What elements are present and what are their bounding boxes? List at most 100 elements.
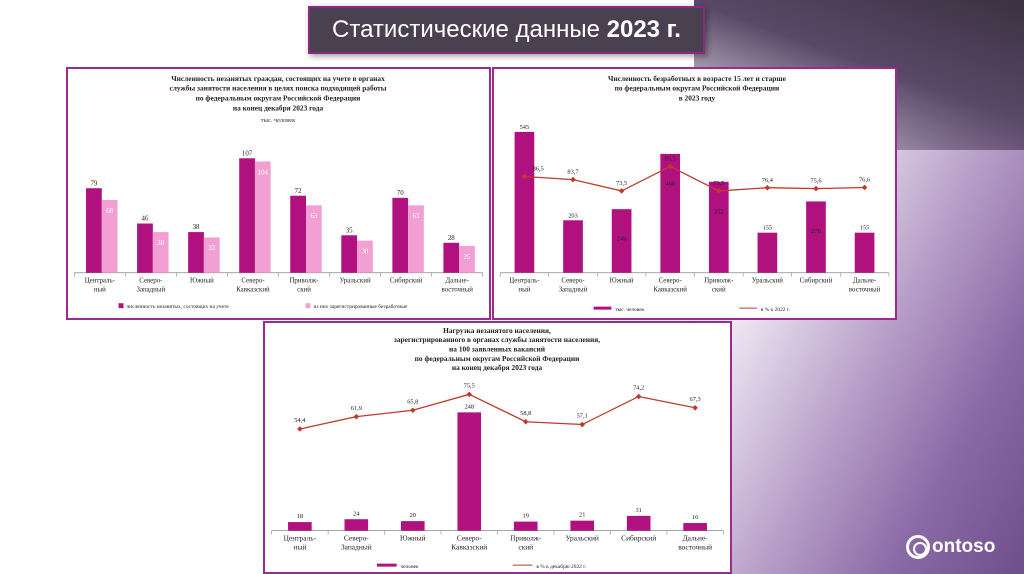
line-value-label: 57,1 <box>577 413 588 420</box>
series-line <box>524 165 865 192</box>
category-label: Дальне- <box>853 278 877 285</box>
line-point <box>522 418 529 425</box>
category-label: восточный <box>849 286 881 293</box>
category-label: Дальне- <box>445 278 469 285</box>
bar <box>392 197 409 273</box>
bar <box>288 522 312 531</box>
contoso-logo-icon <box>906 535 930 559</box>
bar-value-label: 63 <box>310 213 317 220</box>
bar <box>611 209 632 273</box>
bar <box>152 232 169 273</box>
line-value-label: 54,4 <box>294 417 306 424</box>
legend-label: численность незанятых, состоящих на учет… <box>126 304 229 310</box>
legend-swatch <box>118 303 124 309</box>
legend-label: тыс. человек <box>615 307 645 313</box>
chart-title-line: по федеральным округам Российской Федера… <box>415 354 580 363</box>
bar-value-label: 68 <box>106 208 113 215</box>
bar <box>400 521 425 531</box>
chart-title-line: службы занятости населения в целях поиск… <box>169 84 386 93</box>
line-point <box>692 405 698 411</box>
category-label: Дальне- <box>683 534 709 543</box>
chart-unit-label: тыс. человек <box>261 117 296 124</box>
category-label: Северо- <box>457 534 482 543</box>
line-point <box>297 426 303 432</box>
line-value-label: 61,9 <box>351 405 362 412</box>
category-label: Южный <box>190 278 214 285</box>
category-label: Южный <box>400 534 426 543</box>
bar-value-label: 155 <box>860 225 870 232</box>
category-label: Приволж- <box>510 534 542 543</box>
line-value-label: 75,6 <box>810 178 821 185</box>
bar-value-label: 24 <box>353 510 360 517</box>
bar <box>137 223 153 273</box>
bar-value-label: 21 <box>579 512 585 519</box>
bar <box>683 523 707 531</box>
bar-value-label: 276 <box>811 228 821 235</box>
line-value-label: 75,5 <box>464 382 475 389</box>
category-label: Северо- <box>139 278 163 285</box>
line-value-label: 86,5 <box>533 166 544 173</box>
category-label: Кавказский <box>451 542 487 551</box>
bar-value-label: 31 <box>635 507 641 514</box>
bar <box>188 232 204 273</box>
bar-value-label: 352 <box>714 208 724 215</box>
bar <box>344 519 369 531</box>
bar-value-label: 104 <box>258 169 269 176</box>
line-point <box>410 407 416 414</box>
bar <box>254 161 271 273</box>
bar-value-label: 203 <box>568 212 578 219</box>
chart-title-line: по федеральным округам Российской Федера… <box>615 84 780 93</box>
bar-value-label: 18 <box>297 513 303 520</box>
slide-title: Статистические данные 2023 г. <box>308 6 705 54</box>
line-point <box>861 184 868 191</box>
bar <box>203 237 220 273</box>
category-label: Кавказский <box>236 286 270 293</box>
bar <box>408 205 424 273</box>
bar-value-label: 79 <box>90 180 97 187</box>
legend-label: из них зарегистрированные безработные <box>313 303 408 310</box>
category-label: Сибирский <box>390 278 423 285</box>
legend-label: в % к декабрю 2022 г. <box>536 563 586 570</box>
line-point <box>353 413 360 420</box>
bar-value-label: 107 <box>242 150 253 157</box>
line-point <box>570 176 576 183</box>
category-label: ский <box>297 286 311 293</box>
bar <box>459 245 475 273</box>
category-label: ский <box>712 286 726 293</box>
contoso-logo-text: ontoso <box>932 536 996 557</box>
chart-load-per-vacancies: Нагрузка незанятого населения, зарегистри… <box>263 321 732 574</box>
bar <box>563 220 583 273</box>
bar-value-label: 248 <box>464 403 474 410</box>
bar <box>513 521 538 531</box>
bar <box>305 205 322 273</box>
bar <box>514 131 535 273</box>
bar <box>708 181 729 273</box>
chart-title-line: Численность безработных в возрасте 15 ле… <box>608 74 787 83</box>
bar-value-label: 70 <box>397 190 404 197</box>
category-label: Южный <box>610 278 634 285</box>
chart-title-line: на 100 заявленных вакансий <box>449 345 546 354</box>
bar <box>806 201 826 273</box>
bar-value-label: 28 <box>448 235 455 242</box>
line-point <box>579 421 585 428</box>
chart-svg-3: Нагрузка незанятого населения,зарегистри… <box>271 326 724 570</box>
chart-title-line: по федеральным округам Российской Федера… <box>196 93 361 102</box>
category-label: Приволж- <box>289 278 319 285</box>
bar-value-label: 16 <box>692 514 698 521</box>
category-label: Кавказский <box>653 286 687 293</box>
line-value-label: 65,8 <box>407 398 418 405</box>
legend-label: человек <box>401 564 419 570</box>
bar <box>443 242 460 273</box>
series-line <box>299 393 696 430</box>
line-value-label: 74,2 <box>633 385 644 392</box>
legend-label: в % к 2022 г. <box>761 307 790 313</box>
bar <box>341 235 358 273</box>
bar <box>290 195 306 273</box>
bar <box>239 158 255 273</box>
bar <box>660 153 681 273</box>
category-label: Уральский <box>565 534 598 543</box>
bar <box>101 199 118 273</box>
line-value-label: 67,3 <box>690 396 701 403</box>
line-value-label: 73,5 <box>616 180 627 187</box>
category-label: Централь- <box>284 534 317 543</box>
